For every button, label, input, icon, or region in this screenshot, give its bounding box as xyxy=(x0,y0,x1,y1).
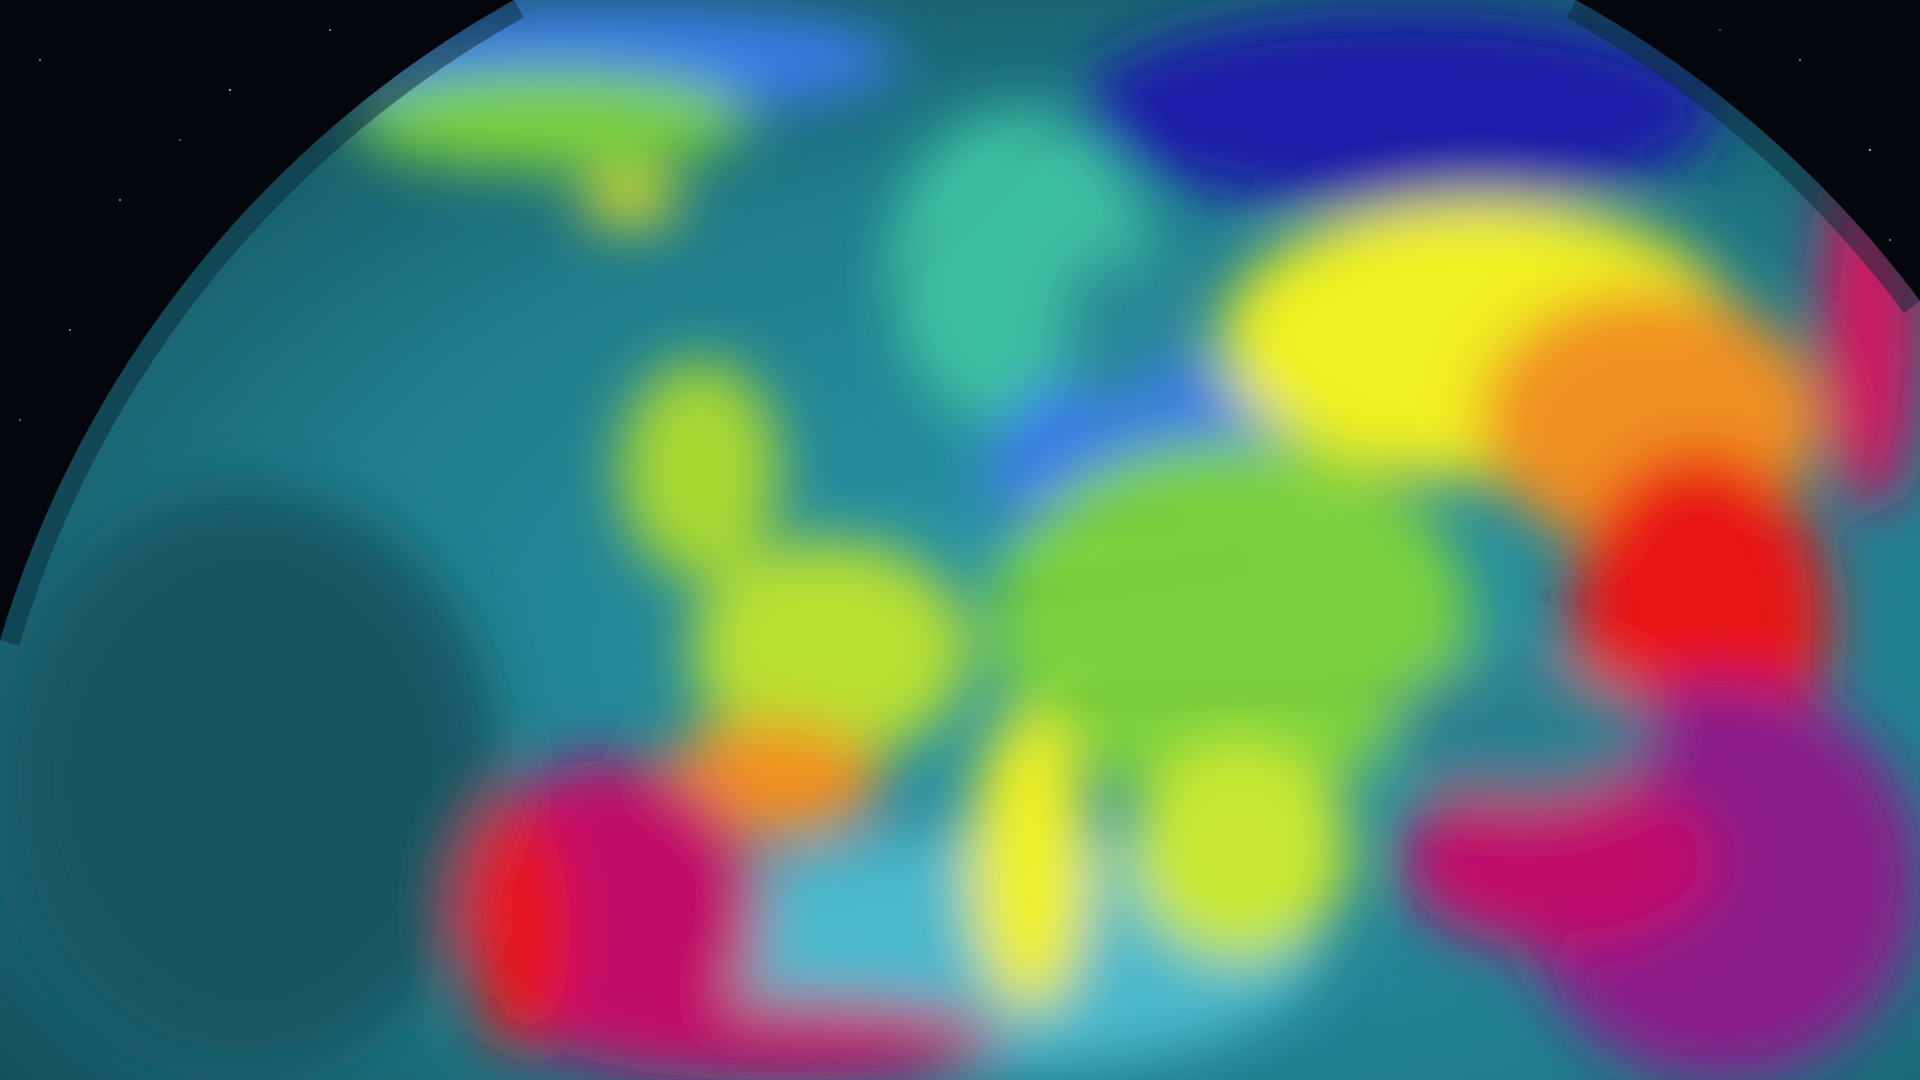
iceland xyxy=(580,175,680,225)
eastern-europe xyxy=(990,440,1470,800)
north-africa xyxy=(560,1000,1000,1080)
iberia-coast xyxy=(470,810,570,1050)
italy xyxy=(970,710,1090,1010)
black-sea xyxy=(1390,660,1650,800)
baltic-sea xyxy=(1060,250,1160,410)
british-isles xyxy=(620,360,780,580)
coast-and-borders xyxy=(878,108,1401,702)
globe-limb-shade xyxy=(0,0,1920,646)
arctic-cold xyxy=(1080,10,1720,210)
france xyxy=(690,540,970,760)
temperature-field xyxy=(0,5,1920,1080)
turkey xyxy=(1400,770,1720,950)
greenland-warm xyxy=(350,70,750,170)
balkans xyxy=(1130,740,1350,960)
atlantic-dark xyxy=(0,490,500,1070)
